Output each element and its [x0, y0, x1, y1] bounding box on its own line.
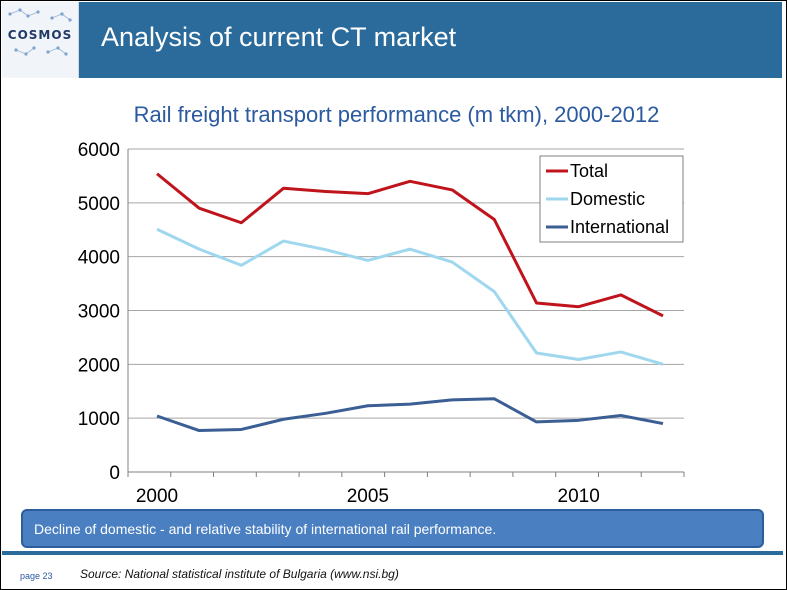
x-tick-label: 2010	[558, 486, 600, 507]
page-number: page 23	[20, 571, 53, 581]
y-tick-label: 3000	[78, 302, 120, 323]
y-tick-label: 1000	[78, 409, 120, 430]
y-tick-label: 6000	[78, 140, 120, 161]
legend-label: Domestic	[570, 189, 645, 209]
series-line-total	[156, 172, 664, 318]
x-tick-label: 2000	[136, 486, 178, 507]
chart-title: Rail freight transport performance (m tk…	[133, 102, 660, 127]
legend-label: International	[570, 217, 669, 237]
series-line-domestic	[156, 227, 664, 366]
callout-box: Decline of domestic - and relative stabi…	[21, 509, 764, 548]
legend-label: Total	[570, 161, 608, 181]
logo-text: COSMOS	[7, 28, 73, 42]
callout-text: Decline of domestic - and relative stabi…	[34, 521, 497, 537]
slide-title: Analysis of current CT market	[101, 22, 457, 52]
y-tick-label: 5000	[78, 194, 120, 215]
line-chart: 0 1000 2000 3000 4000 5000 6000 2000 2005 2010 Tot…	[78, 140, 685, 507]
constellation-icon	[8, 8, 72, 56]
logo: COSMOS	[2, 2, 79, 78]
y-tick-label: 4000	[78, 248, 120, 269]
series-line-international	[156, 397, 664, 433]
header-bar: Analysis of current CT market	[2, 2, 782, 78]
x-tick-label: 2005	[347, 486, 389, 507]
source-note: Source: National statistical institute o…	[80, 567, 399, 581]
y-tick-label: 2000	[78, 355, 120, 376]
y-tick-label: 0	[109, 463, 120, 484]
footer-divider	[2, 551, 783, 555]
